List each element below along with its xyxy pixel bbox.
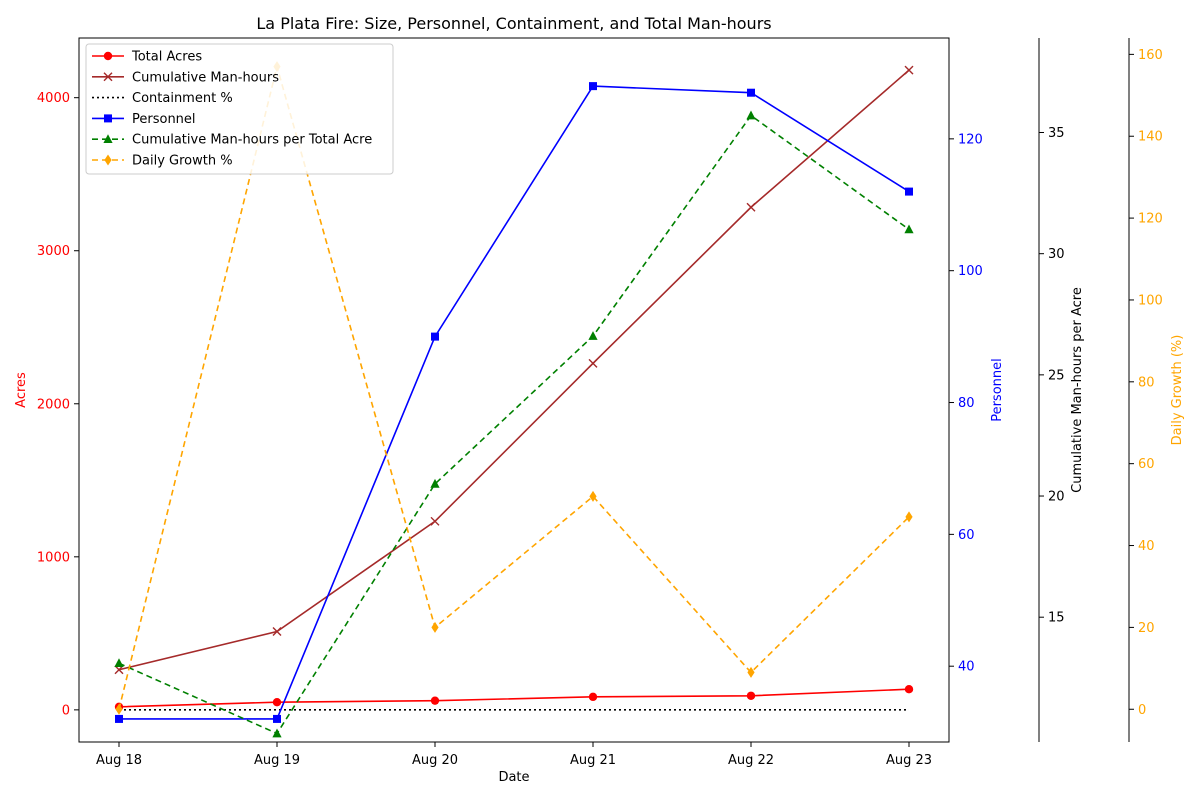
legend-label: Containment %: [132, 91, 233, 106]
legend-entry: Personnel: [92, 112, 196, 127]
growth-tick-label: 160: [1138, 48, 1163, 63]
series-line: [118, 69, 910, 671]
growth-tick-label: 0: [1138, 703, 1146, 718]
legend-label: Cumulative Man-hours per Total Acre: [132, 133, 372, 148]
mhpa-tick-label: 30: [1048, 247, 1065, 262]
growth-tick-label: 80: [1138, 375, 1155, 390]
x-axis-title: Date: [498, 770, 529, 785]
legend-marker: [104, 154, 112, 166]
acres-tick-label: 0: [62, 703, 70, 718]
growth-tick-label: 100: [1138, 293, 1163, 308]
data-point: [905, 511, 913, 523]
data-point: [904, 65, 914, 75]
series-total-acres: [114, 685, 914, 711]
legend-entry: Cumulative Man-hours: [92, 70, 279, 85]
personnel-tick-label: 120: [958, 132, 983, 147]
personnel-tick-label: 100: [958, 264, 983, 279]
growth-tick-label: 20: [1138, 621, 1155, 636]
x-tick-label: Aug 21: [570, 753, 616, 768]
chart-title: La Plata Fire: Size, Personnel, Containm…: [256, 14, 771, 33]
data-point: [272, 627, 282, 636]
mhpa-tick-label: 25: [1048, 368, 1065, 383]
mhpa-tick-label: 35: [1048, 126, 1065, 141]
data-point: [746, 110, 756, 120]
legend: Total Acres Cumulative Man-hours Containme…: [85, 43, 394, 175]
data-point: [430, 478, 440, 488]
data-point: [747, 666, 755, 678]
acres-tick-label: 3000: [37, 244, 70, 259]
mhpa-axis-title: Cumulative Man-hours per Acre: [1070, 287, 1085, 493]
legend-label: Personnel: [132, 112, 196, 127]
series-line: [118, 688, 910, 708]
data-point: [589, 490, 597, 502]
plot-frame: [78, 37, 950, 743]
data-point: [114, 665, 124, 675]
acres-axis-title: Acres: [14, 372, 29, 408]
personnel-tick-label: 40: [958, 660, 975, 675]
personnel-tick-label: 80: [958, 396, 975, 411]
data-point: [431, 332, 439, 341]
data-point: [273, 714, 281, 723]
x-tick-label: Aug 23: [886, 753, 932, 768]
data-point: [430, 696, 440, 705]
legend-label: Total Acres: [131, 50, 202, 65]
data-point: [589, 82, 597, 91]
acres-tick-label: 1000: [37, 550, 70, 565]
growth-axis-title: Daily Growth (%): [1170, 335, 1185, 446]
series-personnel: [115, 82, 913, 723]
data-point: [272, 698, 282, 707]
data-point: [588, 331, 598, 340]
personnel-axis-title: Personnel: [990, 358, 1005, 422]
data-point: [905, 187, 913, 196]
acres-tick-label: 2000: [37, 397, 70, 412]
data-point: [904, 224, 914, 234]
legend-box: [85, 43, 394, 175]
legend-entry: Total Acres: [92, 50, 202, 65]
data-point: [114, 658, 124, 668]
data-point: [588, 358, 598, 368]
data-point: [746, 202, 756, 212]
legend-marker: [104, 114, 112, 123]
data-point: [115, 714, 123, 723]
series-cumulative-man-hours-per-total-acre: [114, 110, 914, 738]
data-point: [431, 621, 439, 633]
legend-marker: [103, 134, 113, 143]
data-point: [588, 692, 598, 702]
personnel-tick-label: 60: [958, 528, 975, 543]
data-point: [430, 516, 440, 526]
data-point: [115, 703, 123, 715]
legend-marker: [103, 51, 113, 61]
data-point: [747, 88, 755, 97]
growth-tick-label: 120: [1138, 212, 1163, 227]
growth-tick-label: 40: [1138, 539, 1155, 554]
growth-tick-label: 60: [1138, 457, 1155, 472]
axes-layer: Aug 18 Aug 19 Aug 20 Aug 21 Aug 22 Aug 23 0 100…: [14, 38, 1185, 768]
data-point: [746, 691, 756, 700]
x-tick-label: Aug 20: [412, 753, 458, 768]
legend-entry: Daily Growth %: [92, 154, 233, 169]
legend-label: Daily Growth %: [132, 154, 233, 169]
mhpa-tick-label: 20: [1048, 490, 1065, 505]
x-tick-label: Aug 19: [254, 753, 300, 768]
legend-label: Cumulative Man-hours: [132, 70, 279, 85]
series-cumulative-man-hours: [114, 65, 914, 675]
x-tick-label: Aug 22: [728, 753, 774, 768]
acres-tick-label: 4000: [37, 91, 70, 106]
data-point: [272, 728, 282, 738]
series-line: [119, 85, 910, 720]
series-line: [118, 114, 910, 735]
legend-entry: Cumulative Man-hours per Total Acre: [92, 133, 372, 148]
x-tick-label: Aug 18: [96, 753, 142, 768]
data-point: [904, 685, 914, 694]
mhpa-tick-label: 15: [1048, 611, 1065, 626]
growth-tick-label: 140: [1138, 130, 1163, 145]
legend-entry: Containment %: [92, 91, 233, 106]
legend-marker: [103, 72, 113, 82]
